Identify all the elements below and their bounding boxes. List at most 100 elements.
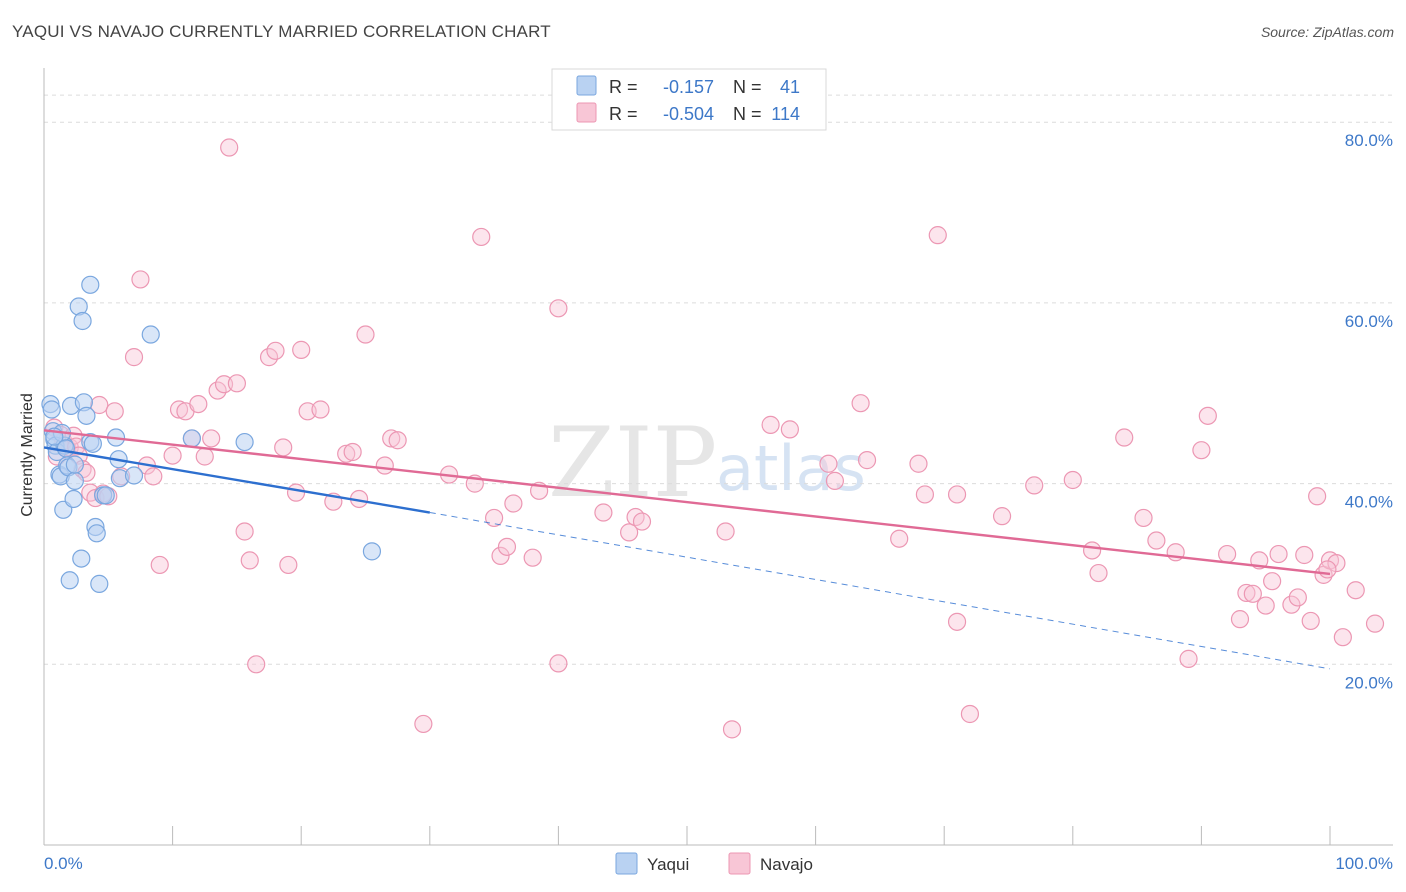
navajo-point-95 (1198, 406, 1217, 425)
navajo-point-52 (388, 431, 407, 450)
navajo-point-115 (1365, 614, 1385, 633)
navajo-point-86 (1063, 470, 1082, 490)
yaqui-point-40 (83, 434, 102, 453)
yaqui-point-33 (182, 429, 201, 448)
navajo-point-87 (1082, 541, 1102, 560)
yaqui-point-14 (64, 489, 83, 509)
bottom-legend-swatch-navajo (728, 852, 751, 875)
yaqui-point-1 (42, 400, 61, 419)
yaqui-point-17 (72, 549, 91, 568)
navajo-point-106 (1295, 545, 1314, 565)
navajo-point-107 (1301, 611, 1320, 631)
bottom-legend-navajo-label: Navajo (760, 855, 813, 874)
yaqui-point-32 (141, 325, 160, 344)
navajo-point-85 (1025, 476, 1044, 495)
navajo-point-57 (485, 508, 504, 528)
navajo-point-68 (632, 512, 652, 531)
axes (43, 68, 1393, 846)
legend-yaqui-r-label: R = (609, 77, 638, 97)
yaqui-point-34 (235, 432, 254, 452)
navajo-point-64 (549, 299, 568, 318)
legend-yaqui-n-label: N = (733, 77, 762, 97)
x-tick-label-0: 0.0% (44, 854, 83, 873)
legend-navajo-n-value: 114 (771, 104, 800, 124)
yaqui-point-25 (90, 574, 109, 593)
navajo-point-49 (356, 325, 375, 344)
navajo-point-70 (722, 720, 742, 739)
watermark-zip: ZIP (548, 407, 717, 519)
yaqui-point-35 (362, 542, 382, 561)
navajo-point-35 (240, 551, 259, 570)
yaqui-trend-line (43, 446, 430, 514)
source-credit: Source: ZipAtlas.com (1260, 24, 1394, 40)
navajo-trend-line (43, 429, 1331, 576)
navajo-point-80 (928, 226, 947, 245)
navajo-point-114 (1318, 560, 1337, 579)
navajo-point-38 (266, 341, 285, 360)
yaqui-point-20 (77, 406, 96, 425)
chart-title: YAQUI VS NAVAJO CURRENTLY MARRIED CORREL… (12, 22, 551, 41)
legend-swatch-navajo (576, 102, 597, 123)
x-tick-labels: 0.0% 100.0% (44, 854, 1393, 873)
navajo-point-89 (1115, 428, 1134, 447)
navajo-point-40 (279, 555, 298, 575)
navajo-point-105 (1288, 588, 1307, 607)
y-tick-label-60: 60.0% (1345, 312, 1393, 331)
yaqui-point-27 (96, 486, 115, 505)
navajo-point-83 (960, 704, 980, 724)
navajo-point-32 (220, 138, 239, 157)
navajo-point-60 (504, 494, 523, 513)
navajo-point-81 (947, 485, 967, 504)
navajo-point-63 (549, 654, 568, 673)
navajo-point-91 (1147, 531, 1166, 550)
navajo-point-71 (761, 415, 780, 434)
yaqui-point-39 (65, 455, 84, 474)
navajo-point-96 (1218, 544, 1237, 564)
navajo-point-21 (144, 467, 163, 486)
y-tick-label-80: 80.0% (1345, 131, 1393, 150)
y-axis-label: Currently Married (19, 393, 36, 517)
navajo-point-50 (375, 456, 394, 475)
navajo-point-27 (189, 394, 208, 414)
navajo-point-59 (497, 537, 517, 556)
y-tick-label-20: 20.0% (1345, 673, 1393, 692)
navajo-point-99 (1243, 584, 1262, 603)
yaqui-point-24 (87, 524, 106, 543)
navajo-point-90 (1134, 508, 1153, 528)
navajo-point-113 (1346, 581, 1365, 600)
navajo-point-44 (311, 400, 330, 419)
legend-navajo-r-label: R = (609, 104, 638, 124)
legend: R = -0.157 N = 41 R = -0.504 N = 114 (551, 68, 827, 131)
navajo-point-101 (1256, 596, 1275, 615)
navajo-point-23 (163, 446, 182, 465)
legend-yaqui-n-value: 41 (780, 77, 800, 97)
legend-box (551, 68, 827, 131)
legend-yaqui-r-value: -0.157 (663, 77, 714, 97)
navajo-point-73 (819, 454, 838, 473)
navajo-point-22 (150, 555, 169, 575)
navajo-point-31 (214, 375, 234, 394)
navajo-point-39 (274, 438, 293, 457)
navajo-point-103 (1269, 544, 1288, 564)
navajo-point-66 (620, 523, 639, 542)
navajo-point-97 (1230, 610, 1250, 629)
navajo-point-42 (292, 340, 311, 359)
bottom-legend-swatch-yaqui (615, 852, 638, 875)
legend-navajo-r-value: -0.504 (663, 104, 714, 124)
legend-swatch-yaqui (576, 75, 597, 96)
navajo-point-28 (195, 447, 214, 466)
navajo-point-18 (124, 348, 144, 367)
gridlines (44, 94, 1393, 665)
y-tick-labels: 20.0% 40.0% 60.0% 80.0% (1345, 131, 1393, 692)
yaqui-trend-extension (429, 512, 1331, 670)
navajo-point-93 (1179, 649, 1198, 668)
navajo-point-29 (202, 429, 221, 448)
legend-navajo-n-label: N = (733, 104, 762, 124)
navajo-point-65 (594, 503, 613, 522)
navajo-point-72 (780, 420, 799, 439)
navajo-point-76 (857, 451, 877, 470)
yaqui-point-18 (73, 311, 92, 331)
navajo-point-84 (992, 507, 1012, 526)
navajo-point-53 (414, 714, 433, 734)
